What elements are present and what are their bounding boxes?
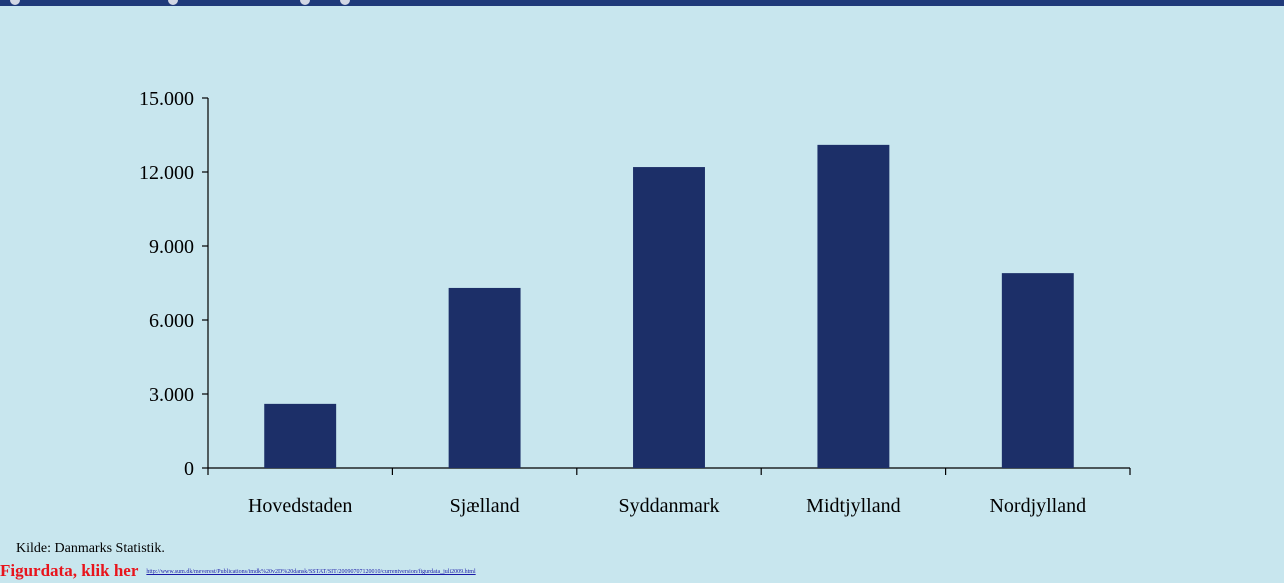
source-note: Kilde: Danmarks Statistik. — [16, 541, 165, 556]
decor-dot — [340, 0, 350, 5]
y-tick-label: 3.000 — [149, 384, 194, 406]
y-tick-label: 9.000 — [149, 236, 194, 258]
bar — [448, 287, 521, 468]
x-tick-label: Midtjylland — [806, 495, 900, 517]
bar — [1001, 273, 1074, 468]
bar-chart: 0 3.000 6.000 9.000 12.000 15.000 Hovedstaden… — [139, 88, 1131, 517]
y-axis: 0 3.000 6.000 9.000 12.000 15.000 — [139, 88, 209, 480]
x-axis: Hovedstaden Sjælland Syddanmark Midtjylland… — [207, 467, 1131, 517]
top-accent-band — [0, 0, 1284, 6]
y-tick-label: 12.000 — [139, 162, 194, 184]
bars — [264, 144, 1074, 469]
decor-dot — [10, 0, 20, 5]
figure-data-link[interactable]: Figurdata, klik her — [0, 561, 139, 580]
figure-data-link-row: Figurdata, klik her http://www.sum.dk/me… — [0, 561, 476, 583]
bar — [817, 144, 890, 468]
x-tick-label: Hovedstaden — [248, 495, 352, 517]
bar — [264, 403, 337, 468]
x-tick-label: Syddanmark — [618, 495, 719, 517]
bar — [633, 167, 705, 469]
x-tick-label: Sjælland — [450, 495, 520, 517]
decor-dot — [300, 0, 310, 5]
decor-dot — [168, 0, 178, 5]
y-tick-label: 0 — [184, 458, 194, 480]
x-tick-label: Nordjylland — [989, 495, 1086, 517]
y-tick-label: 15.000 — [139, 88, 194, 110]
figure-data-url[interactable]: http://www.sum.dk/meverest/Publications/… — [146, 569, 476, 575]
y-tick-label: 6.000 — [149, 310, 194, 332]
